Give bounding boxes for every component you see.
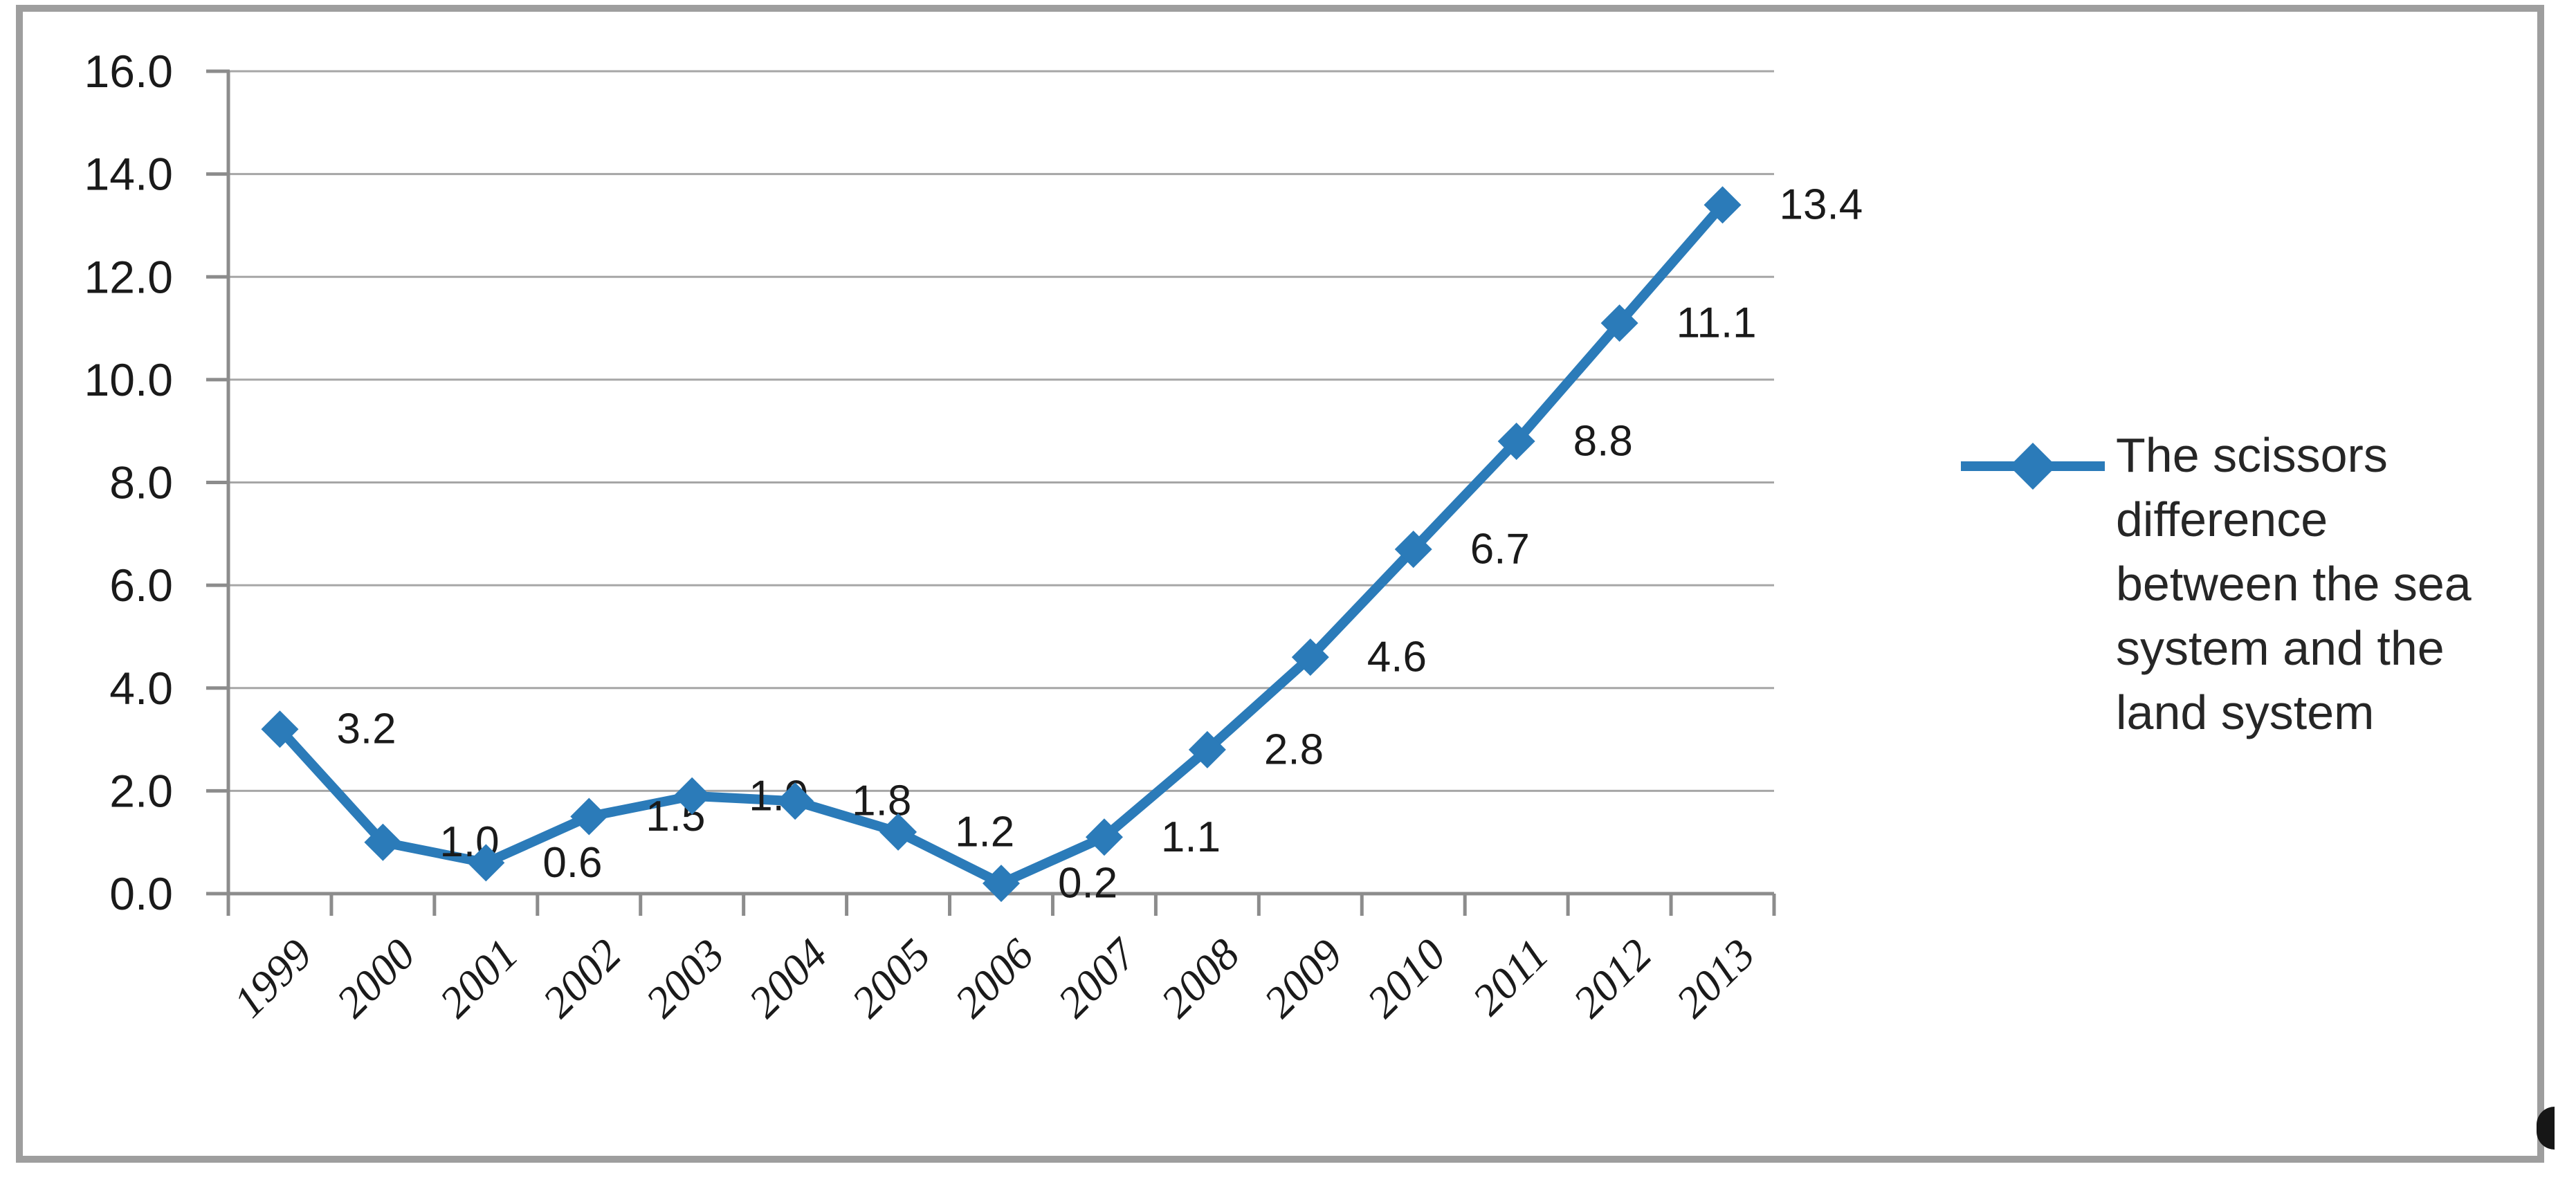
data-label-2013: 13.4	[1780, 181, 1863, 229]
x-tick-label: 2001	[430, 930, 528, 1027]
y-tick-label: 6.0	[109, 560, 173, 611]
data-label-2009: 4.6	[1367, 634, 1427, 681]
legend-label: The scissors difference between the sea …	[2116, 428, 2472, 739]
data-point-2008	[1188, 730, 1226, 768]
x-tick-label: 2009	[1254, 930, 1352, 1027]
data-label-2011: 8.8	[1573, 418, 1633, 465]
x-tick-label: 1999	[224, 930, 322, 1027]
x-tick-label: 2003	[636, 930, 733, 1027]
data-label-2012: 11.1	[1677, 299, 1757, 347]
y-tick-label: 2.0	[109, 765, 173, 816]
x-tick-label: 2002	[533, 930, 630, 1027]
data-point-2001	[467, 844, 505, 882]
data-point-2007	[1085, 818, 1123, 856]
data-point-2009	[1291, 638, 1329, 676]
data-point-2002	[570, 798, 608, 836]
data-label-1999: 3.2	[336, 706, 396, 753]
y-tick-label: 10.0	[84, 354, 173, 405]
y-tick-label: 12.0	[84, 251, 173, 302]
x-tick-label: 2007	[1048, 928, 1147, 1027]
data-label-2001: 0.6	[542, 839, 602, 887]
legend-marker-icon	[1961, 443, 2105, 490]
x-tick-label: 2012	[1564, 930, 1661, 1027]
y-tick-label: 0.0	[109, 868, 173, 919]
x-tick-label: 2011	[1463, 930, 1558, 1024]
x-tick-label: 2005	[842, 930, 940, 1027]
x-tick-label: 2006	[945, 930, 1043, 1027]
data-point-2011	[1497, 423, 1535, 461]
y-tick-label: 14.0	[84, 149, 173, 200]
data-label-2010: 6.7	[1470, 526, 1530, 573]
data-point-1999	[261, 710, 299, 748]
data-point-2006	[983, 865, 1020, 903]
data-label-2008: 2.8	[1264, 726, 1324, 773]
data-point-2010	[1394, 531, 1432, 569]
x-tick-label: 2008	[1151, 930, 1249, 1027]
x-tick-label: 2004	[739, 930, 837, 1027]
stray-cursor-mark	[2537, 1107, 2555, 1150]
x-tick-label: 2013	[1667, 930, 1764, 1027]
data-point-2005	[879, 813, 917, 851]
data-label-2005: 1.2	[955, 808, 1014, 856]
y-tick-label: 16.0	[84, 46, 173, 97]
chart-legend: The scissors difference between the sea …	[1960, 423, 2566, 745]
data-point-2004	[776, 782, 814, 820]
chart-border	[16, 5, 2544, 1163]
x-tick-label: 2000	[327, 930, 425, 1027]
y-tick-label: 4.0	[109, 663, 173, 714]
data-point-2013	[1703, 186, 1742, 224]
legend-diamond-icon	[2009, 443, 2056, 490]
data-point-2012	[1600, 304, 1638, 342]
data-point-2003	[673, 777, 711, 815]
data-label-2007: 1.1	[1161, 813, 1221, 861]
y-tick-label: 8.0	[109, 457, 173, 508]
x-tick-label: 2010	[1358, 930, 1455, 1027]
data-label-2006: 0.2	[1058, 860, 1117, 907]
data-point-2000	[364, 823, 402, 861]
